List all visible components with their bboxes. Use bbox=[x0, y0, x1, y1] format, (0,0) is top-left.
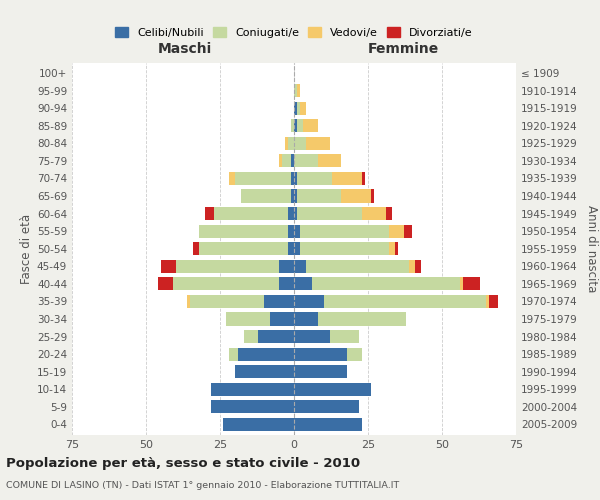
Bar bbox=[415, 260, 421, 273]
Bar bbox=[279, 278, 294, 290]
Bar bbox=[297, 207, 362, 220]
Bar bbox=[294, 348, 347, 361]
Bar bbox=[297, 84, 300, 97]
Bar bbox=[161, 260, 176, 273]
Bar bbox=[282, 154, 291, 168]
Bar bbox=[463, 278, 481, 290]
Bar bbox=[265, 295, 294, 308]
Bar bbox=[229, 348, 238, 361]
Bar bbox=[244, 330, 259, 343]
Bar bbox=[409, 260, 415, 273]
Bar bbox=[291, 190, 294, 202]
Bar bbox=[193, 242, 199, 256]
Bar bbox=[297, 190, 341, 202]
Bar bbox=[300, 102, 306, 115]
Bar bbox=[332, 172, 362, 185]
Bar bbox=[294, 207, 297, 220]
Bar bbox=[487, 295, 490, 308]
Bar bbox=[294, 330, 329, 343]
Bar bbox=[317, 154, 341, 168]
Bar bbox=[294, 172, 297, 185]
Bar bbox=[323, 295, 487, 308]
Bar bbox=[211, 400, 294, 413]
Bar bbox=[362, 207, 386, 220]
Bar bbox=[404, 224, 412, 238]
Bar bbox=[294, 295, 323, 308]
Bar bbox=[205, 207, 214, 220]
Bar bbox=[294, 365, 347, 378]
Bar bbox=[279, 154, 282, 168]
Text: Popolazione per età, sesso e stato civile - 2010: Popolazione per età, sesso e stato civil… bbox=[6, 458, 360, 470]
Legend: Celibi/Nubili, Coniugati/e, Vedovi/e, Divorziati/e: Celibi/Nubili, Coniugati/e, Vedovi/e, Di… bbox=[113, 25, 475, 40]
Bar bbox=[297, 119, 303, 132]
Y-axis label: Anni di nascita: Anni di nascita bbox=[584, 205, 598, 292]
Bar bbox=[235, 365, 294, 378]
Bar bbox=[226, 312, 271, 326]
Bar bbox=[238, 348, 294, 361]
Bar bbox=[158, 278, 173, 290]
Bar bbox=[294, 224, 300, 238]
Bar bbox=[389, 242, 395, 256]
Bar bbox=[291, 154, 294, 168]
Bar bbox=[386, 207, 392, 220]
Bar bbox=[294, 260, 306, 273]
Text: COMUNE DI LASINO (TN) - Dati ISTAT 1° gennaio 2010 - Elaborazione TUTTITALIA.IT: COMUNE DI LASINO (TN) - Dati ISTAT 1° ge… bbox=[6, 481, 399, 490]
Bar bbox=[241, 190, 291, 202]
Bar bbox=[300, 224, 389, 238]
Bar bbox=[259, 330, 294, 343]
Bar bbox=[291, 119, 294, 132]
Bar bbox=[306, 260, 409, 273]
Bar bbox=[303, 119, 317, 132]
Bar bbox=[199, 242, 288, 256]
Bar bbox=[187, 295, 190, 308]
Bar bbox=[173, 278, 279, 290]
Bar bbox=[294, 136, 306, 150]
Bar bbox=[294, 84, 297, 97]
Bar bbox=[288, 224, 294, 238]
Bar bbox=[199, 224, 288, 238]
Bar bbox=[294, 418, 362, 431]
Bar bbox=[297, 172, 332, 185]
Bar bbox=[341, 190, 371, 202]
Bar bbox=[223, 418, 294, 431]
Bar bbox=[211, 382, 294, 396]
Bar bbox=[294, 278, 312, 290]
Bar bbox=[312, 278, 460, 290]
Bar bbox=[294, 312, 317, 326]
Bar bbox=[279, 260, 294, 273]
Text: Femmine: Femmine bbox=[368, 42, 439, 56]
Bar bbox=[288, 242, 294, 256]
Bar bbox=[294, 400, 359, 413]
Bar bbox=[271, 312, 294, 326]
Bar bbox=[347, 348, 362, 361]
Bar bbox=[490, 295, 498, 308]
Bar bbox=[288, 207, 294, 220]
Bar bbox=[294, 190, 297, 202]
Bar bbox=[395, 242, 398, 256]
Text: Maschi: Maschi bbox=[157, 42, 212, 56]
Bar bbox=[294, 382, 371, 396]
Bar bbox=[176, 260, 279, 273]
Bar bbox=[389, 224, 404, 238]
Bar bbox=[235, 172, 291, 185]
Bar bbox=[306, 136, 329, 150]
Bar bbox=[229, 172, 235, 185]
Bar bbox=[317, 312, 406, 326]
Bar bbox=[371, 190, 374, 202]
Bar bbox=[362, 172, 365, 185]
Bar bbox=[460, 278, 463, 290]
Bar bbox=[297, 102, 300, 115]
Bar bbox=[294, 154, 317, 168]
Bar bbox=[329, 330, 359, 343]
Bar bbox=[285, 136, 288, 150]
Bar bbox=[294, 242, 300, 256]
Bar bbox=[190, 295, 265, 308]
Bar bbox=[300, 242, 389, 256]
Bar bbox=[291, 172, 294, 185]
Y-axis label: Fasce di età: Fasce di età bbox=[20, 214, 33, 284]
Bar bbox=[288, 136, 294, 150]
Bar bbox=[214, 207, 288, 220]
Bar bbox=[294, 119, 297, 132]
Bar bbox=[294, 102, 297, 115]
